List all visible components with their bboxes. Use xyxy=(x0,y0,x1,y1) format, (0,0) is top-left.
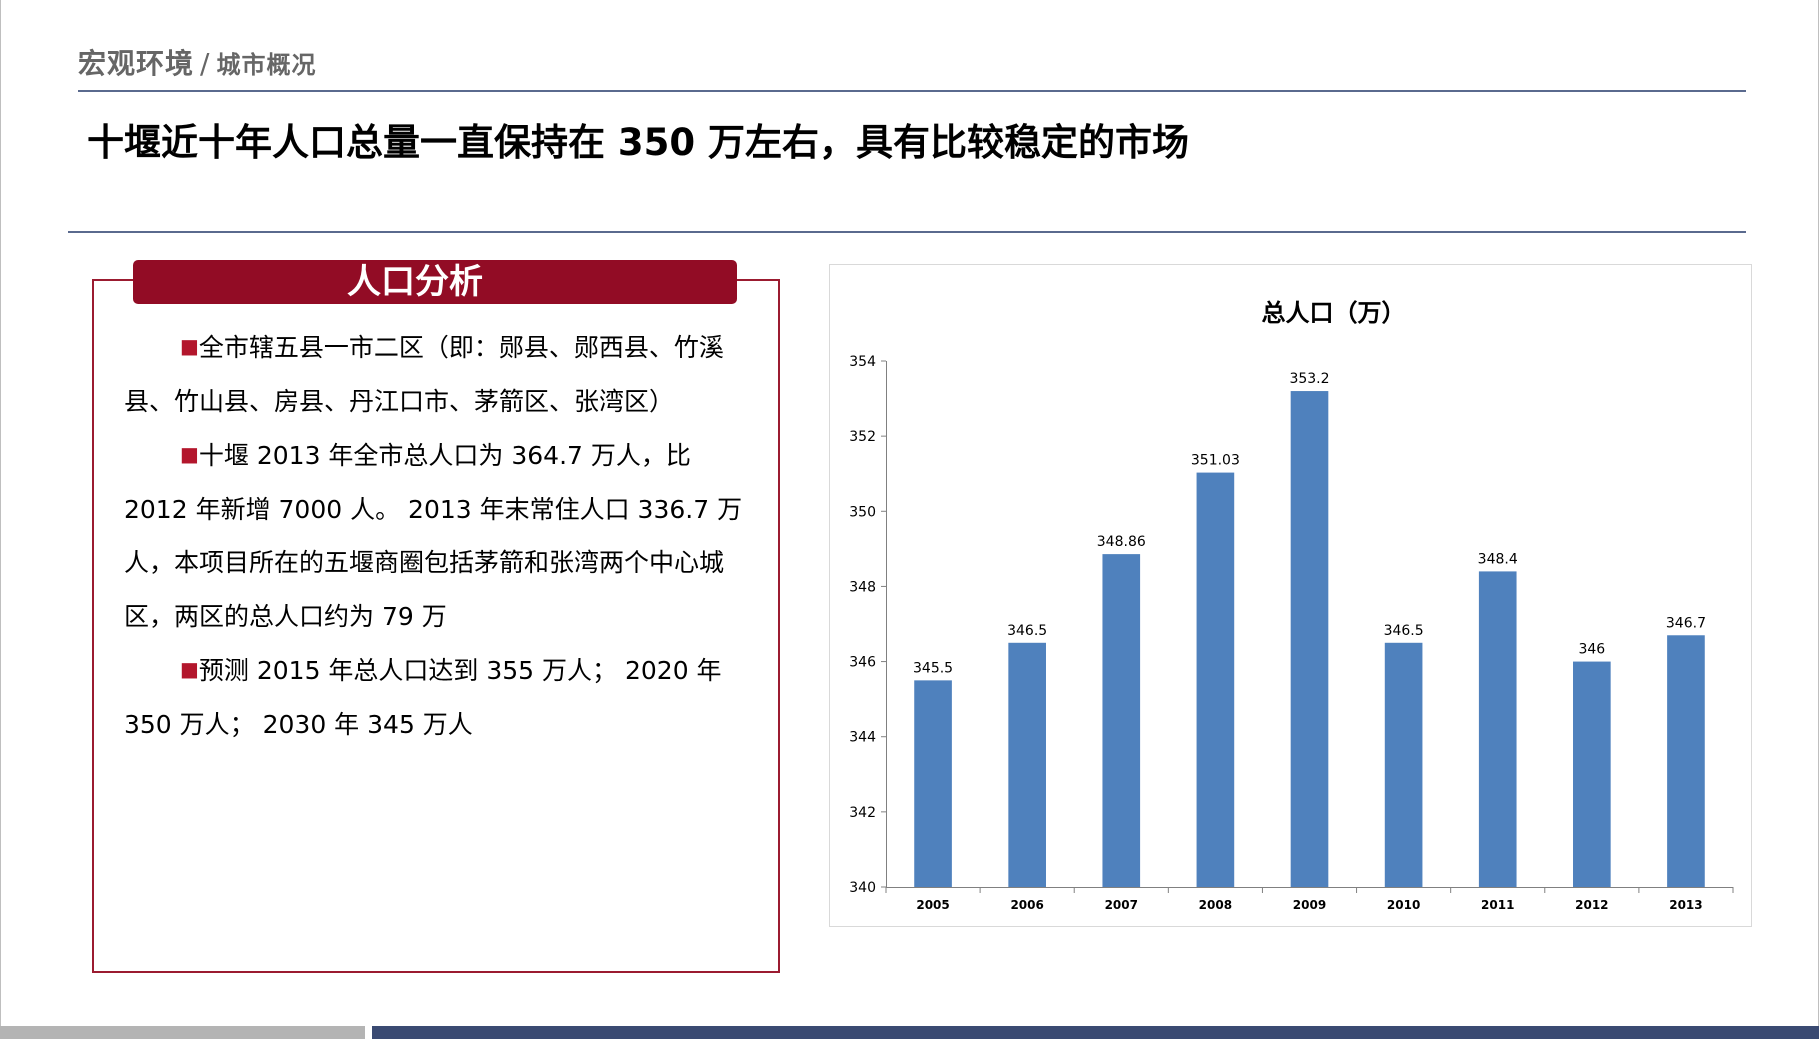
x-tick-label: 2011 xyxy=(1481,898,1514,912)
paragraph-text: 全市辖五县一市二区（即：郧县、郧西县、竹溪县、竹山县、房县、丹江口市、茅箭区、张… xyxy=(124,333,724,416)
header-rule xyxy=(78,90,1746,92)
y-tick-label: 348 xyxy=(849,579,876,595)
chart-title: 总人口（万） xyxy=(1262,299,1406,327)
x-tick-label: 2010 xyxy=(1387,898,1420,912)
bar-value-label: 345.5 xyxy=(913,660,953,676)
panel-header-tab: 人口分析 xyxy=(133,260,737,304)
chart-bar xyxy=(1196,472,1235,887)
page-frame-left xyxy=(0,0,1,1039)
section-title: 宏观环境 xyxy=(78,47,195,80)
panel-title: 人口分析 xyxy=(347,262,483,302)
chart-bar xyxy=(1667,635,1705,887)
paragraph-districts: ■全市辖五县一市二区（即：郧县、郧西县、竹溪县、竹山县、房县、丹江口市、茅箭区、… xyxy=(124,320,750,428)
breadcrumb-separator: / xyxy=(200,47,211,80)
bar-value-label: 346.5 xyxy=(1007,623,1047,639)
x-tick-label: 2008 xyxy=(1199,898,1232,912)
chart-bar xyxy=(914,680,952,887)
x-tick-label: 2007 xyxy=(1105,898,1138,912)
y-tick-label: 346 xyxy=(849,655,876,671)
footer-bar-navy xyxy=(372,1026,1819,1039)
subsection-title: 城市概况 xyxy=(216,51,317,79)
bullet-square-icon: ■ xyxy=(180,334,199,358)
chart-bar xyxy=(1478,571,1517,887)
page-title: 十堰近十年人口总量一直保持在 350 万左右，具有比较稳定的市场 xyxy=(87,121,1189,164)
panel-body: ■全市辖五县一市二区（即：郧县、郧西县、竹溪县、竹山县、房县、丹江口市、茅箭区、… xyxy=(124,320,750,751)
y-tick-label: 354 xyxy=(849,354,876,370)
bar-value-label: 346.5 xyxy=(1384,623,1424,639)
paragraph-population-2013: ■十堰 2013 年全市总人口为 364.7 万人，比 2012 年新增 700… xyxy=(124,428,750,643)
bar-value-label: 353.2 xyxy=(1289,371,1329,387)
x-tick-label: 2005 xyxy=(916,898,949,912)
x-tick-label: 2013 xyxy=(1669,898,1702,912)
footer-bar-gray xyxy=(0,1026,365,1039)
paragraph-text: 十堰 2013 年全市总人口为 364.7 万人，比 2012 年新增 7000… xyxy=(124,441,743,631)
bar-value-label: 348.4 xyxy=(1478,551,1518,567)
y-tick-label: 340 xyxy=(849,880,876,896)
bar-value-label: 348.86 xyxy=(1097,534,1146,550)
x-tick-label: 2009 xyxy=(1293,898,1326,912)
chart-bar xyxy=(1573,661,1611,887)
y-tick-label: 352 xyxy=(849,429,876,445)
bar-value-label: 346.7 xyxy=(1666,615,1706,631)
paragraph-text: 预测 2015 年总人口达到 355 万人； 2020 年 350 万人； 20… xyxy=(124,656,722,739)
paragraph-forecast: ■预测 2015 年总人口达到 355 万人； 2020 年 350 万人； 2… xyxy=(124,643,750,751)
title-rule xyxy=(68,231,1746,233)
breadcrumb: 宏观环境 / 城市概况 xyxy=(78,42,316,82)
y-tick-label: 344 xyxy=(849,730,876,746)
chart-bar xyxy=(1384,642,1423,887)
bullet-square-icon: ■ xyxy=(180,442,199,466)
chart-bar xyxy=(1008,642,1046,887)
y-tick-label: 350 xyxy=(849,504,876,520)
x-tick-label: 2006 xyxy=(1010,898,1043,912)
bar-value-label: 351.03 xyxy=(1191,453,1240,469)
y-tick-label: 342 xyxy=(849,805,876,821)
bar-value-label: 346 xyxy=(1578,642,1605,658)
chart-bar xyxy=(1290,391,1329,887)
bullet-square-icon: ■ xyxy=(180,657,199,681)
x-tick-label: 2012 xyxy=(1575,898,1608,912)
chart-bar xyxy=(1102,554,1141,887)
population-bar-chart: 总人口（万） 340 342 344 346 348 350 352 354 345.5 2005 3… xyxy=(849,299,1734,912)
